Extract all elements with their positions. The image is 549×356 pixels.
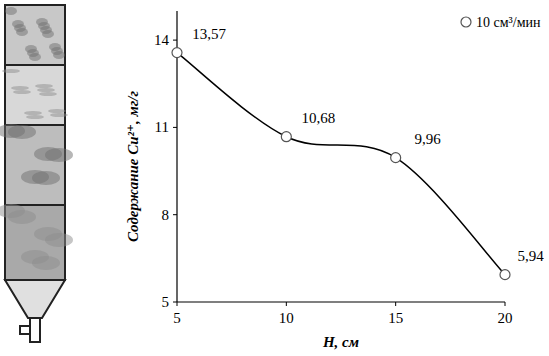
x-tick: [286, 302, 287, 306]
y-tick: [173, 214, 177, 215]
plot-marks: [172, 48, 510, 280]
x-tick-label: 20: [498, 310, 513, 326]
x-tick-label: 10: [279, 310, 294, 326]
y-tick: [173, 40, 177, 41]
column-texture: [48, 109, 66, 113]
column-texture: [45, 233, 73, 247]
data-label: 9,96: [415, 131, 442, 147]
y-tick-label: 14: [154, 32, 170, 48]
column-texture: [5, 7, 17, 15]
legend-marker: [461, 17, 471, 27]
column-texture: [2, 69, 20, 73]
x-axis-title: H, см: [322, 334, 359, 350]
y-tick: [173, 127, 177, 128]
column-texture: [50, 113, 68, 117]
column-valve: [20, 326, 30, 334]
column-section: [5, 125, 65, 205]
column-texture: [49, 43, 61, 51]
column-outlet: [30, 318, 40, 342]
y-tick-label: 5: [162, 294, 170, 310]
data-point: [172, 48, 182, 58]
y-axis-title: Содержание Cu²⁺, мг/г: [125, 90, 141, 242]
data-point: [281, 132, 291, 142]
column-texture: [13, 90, 31, 94]
column-texture: [32, 256, 60, 270]
column-texture: [37, 88, 55, 92]
x-tick-label: 5: [173, 310, 181, 326]
column-texture: [26, 115, 44, 119]
column-texture: [11, 86, 29, 90]
y-tick-label: 8: [162, 207, 170, 223]
x-tick-label: 15: [388, 310, 403, 326]
column-texture: [12, 20, 24, 28]
column-texture: [45, 148, 73, 162]
x-tick: [395, 302, 396, 306]
data-label: 13,57: [192, 26, 226, 42]
legend-label: 10 см³/мин: [476, 15, 541, 30]
column-texture: [32, 171, 60, 185]
column-texture: [8, 210, 36, 224]
column-texture: [25, 45, 37, 53]
y-tick: [173, 302, 177, 303]
data-point: [391, 153, 401, 163]
series-line: [177, 53, 505, 275]
column-texture: [35, 84, 53, 88]
x-tick: [177, 302, 178, 306]
x-axis: [177, 301, 505, 302]
column-illustration: [0, 5, 73, 342]
legend: 10 см³/мин: [461, 15, 541, 30]
column-texture: [39, 92, 57, 96]
data-label: 10,68: [301, 110, 335, 126]
column-funnel: [5, 280, 65, 318]
data-label: 5,94: [518, 248, 545, 264]
column-texture: [24, 111, 42, 115]
column-texture: [8, 125, 36, 139]
x-tick: [505, 302, 506, 306]
y-tick-label: 11: [155, 119, 169, 135]
chart: 5 8 11 14 5 10 15 20 H, см Содержание Cu²⁺, мг/г 1…: [0, 0, 549, 356]
column-section: [5, 5, 65, 65]
column-texture: [36, 18, 48, 26]
data-point: [500, 270, 510, 280]
